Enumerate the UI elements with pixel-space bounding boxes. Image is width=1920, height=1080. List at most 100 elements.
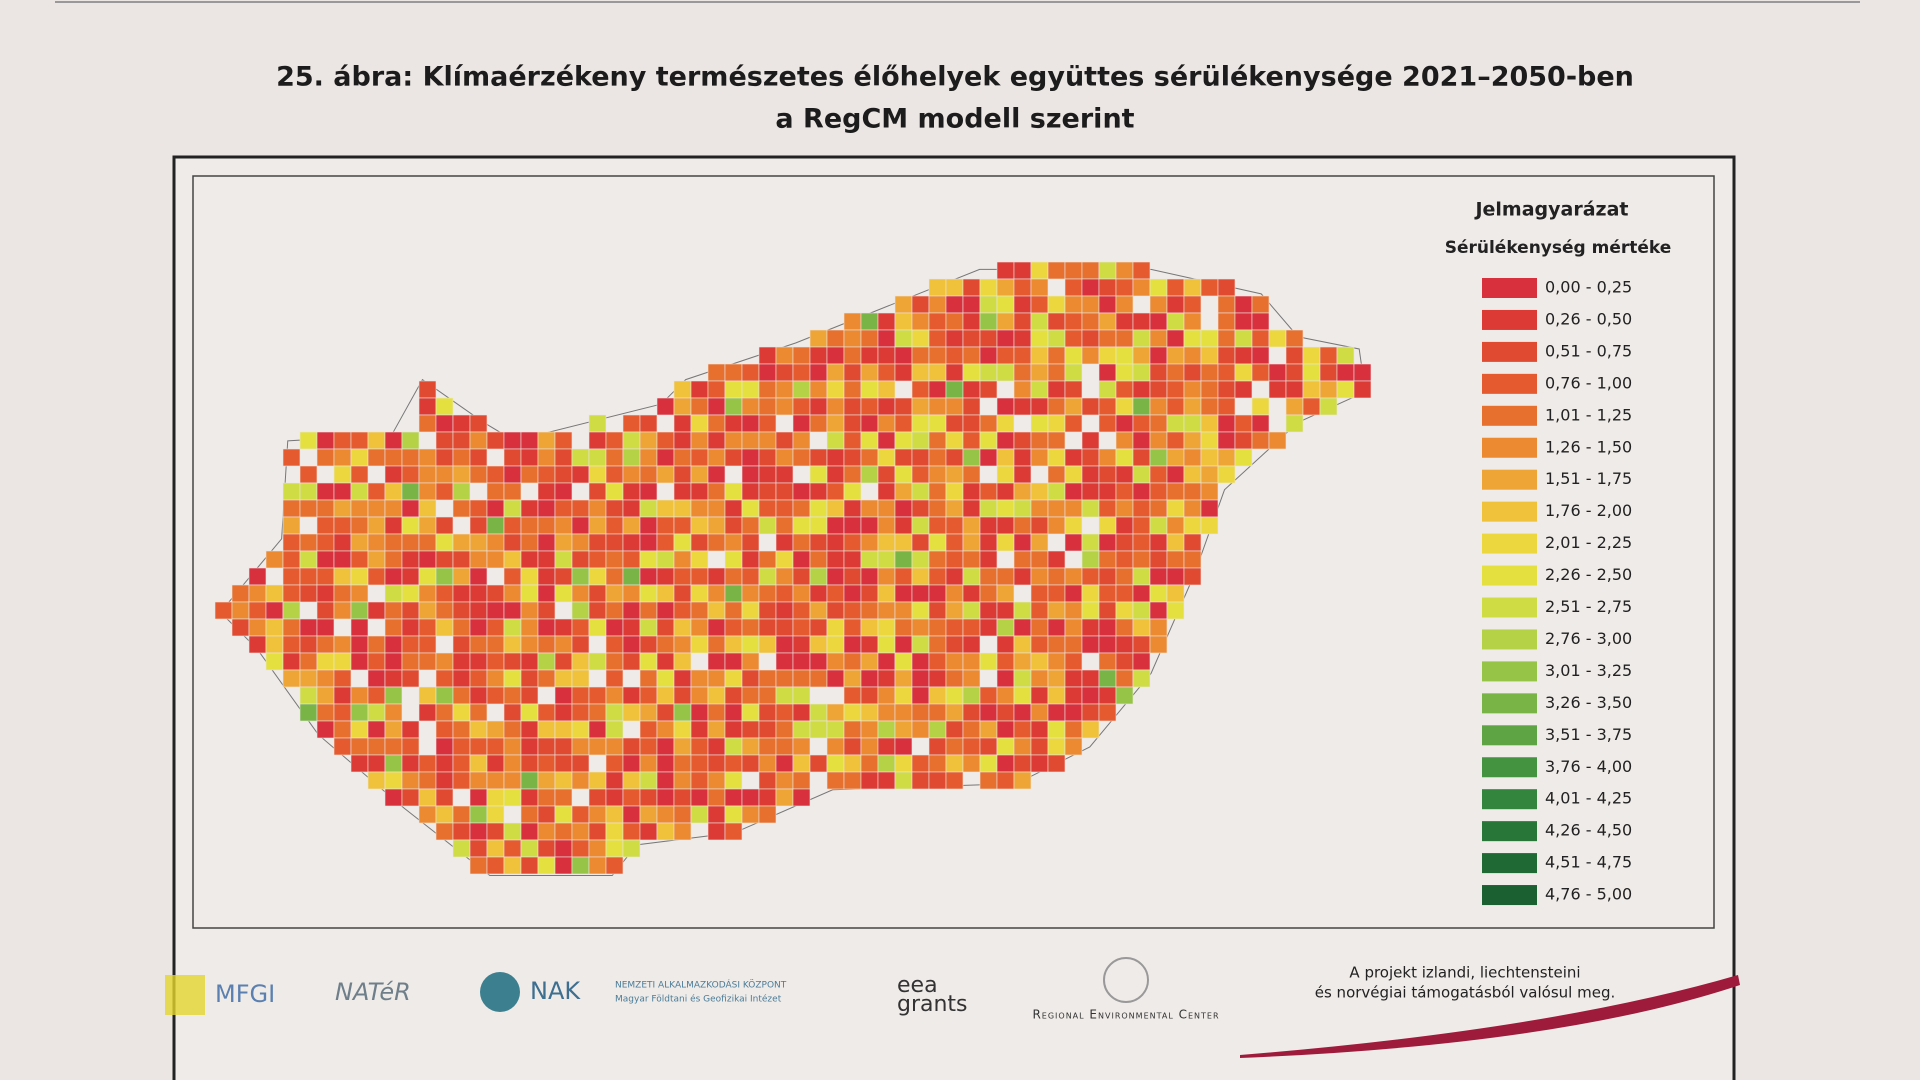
map-cell	[639, 720, 658, 739]
map-cell	[1098, 295, 1117, 314]
map-cell	[1030, 516, 1049, 535]
map-cell	[554, 516, 573, 535]
map-cell	[775, 516, 794, 535]
map-cell	[894, 482, 913, 501]
map-cell	[418, 482, 437, 501]
map-cell	[758, 703, 777, 722]
map-cell	[1115, 363, 1134, 382]
map-cell	[1132, 669, 1151, 688]
map-cell	[1115, 295, 1134, 314]
logo-nater: NATéR	[335, 978, 411, 1006]
map-cell	[367, 482, 386, 501]
map-cell	[469, 788, 488, 807]
map-cell	[1030, 652, 1049, 671]
map-cell	[605, 720, 624, 739]
map-cell	[1268, 363, 1287, 382]
map-cell	[979, 414, 998, 433]
map-cell	[741, 720, 760, 739]
map-cell	[452, 703, 471, 722]
map-cell	[639, 669, 658, 688]
map-cell	[384, 669, 403, 688]
map-cell	[333, 431, 352, 450]
map-cell	[775, 652, 794, 671]
map-cell	[520, 822, 539, 841]
map-cell	[333, 703, 352, 722]
map-cell	[401, 601, 420, 620]
map-cell	[656, 771, 675, 790]
map-cell	[1081, 635, 1100, 654]
map-cell	[928, 618, 947, 637]
map-cell	[299, 499, 318, 518]
map-cell	[690, 567, 709, 586]
map-cell	[1081, 278, 1100, 297]
map-cell	[605, 703, 624, 722]
map-cell	[707, 567, 726, 586]
map-cell	[809, 584, 828, 603]
map-cell	[877, 601, 896, 620]
map-cell	[1030, 499, 1049, 518]
map-cell	[758, 584, 777, 603]
map-cell	[588, 533, 607, 552]
map-cell	[741, 380, 760, 399]
map-cell	[503, 839, 522, 858]
map-cell	[741, 584, 760, 603]
map-cell	[1081, 550, 1100, 569]
map-cell	[503, 584, 522, 603]
map-cell	[1200, 499, 1219, 518]
map-cell	[622, 737, 641, 756]
map-cell	[1200, 482, 1219, 501]
map-cell	[1030, 363, 1049, 382]
map-cell	[656, 397, 675, 416]
map-cell	[350, 584, 369, 603]
map-cell	[1013, 295, 1032, 314]
map-cell	[945, 346, 964, 365]
map-cell	[1183, 363, 1202, 382]
map-cell	[860, 686, 879, 705]
map-cell	[316, 686, 335, 705]
map-cell	[877, 448, 896, 467]
map-cell	[860, 312, 879, 331]
map-cell	[707, 669, 726, 688]
map-cell	[1302, 363, 1321, 382]
map-cell	[1132, 363, 1151, 382]
map-cell	[469, 839, 488, 858]
map-cell	[1081, 686, 1100, 705]
map-cell	[605, 516, 624, 535]
map-cell	[418, 686, 437, 705]
map-cell	[605, 822, 624, 841]
map-cell	[520, 737, 539, 756]
map-cell	[656, 720, 675, 739]
map-cell	[350, 431, 369, 450]
map-cell	[724, 669, 743, 688]
map-cell	[1132, 414, 1151, 433]
map-cell	[622, 550, 641, 569]
map-cell	[1030, 754, 1049, 773]
map-cell	[384, 465, 403, 484]
map-cell	[1064, 346, 1083, 365]
map-cell	[1132, 601, 1151, 620]
map-cell	[656, 669, 675, 688]
map-cell	[571, 635, 590, 654]
map-cell	[384, 448, 403, 467]
map-cell	[333, 635, 352, 654]
map-cell	[1115, 499, 1134, 518]
map-cell	[1013, 686, 1032, 705]
mfgi-icon	[165, 975, 205, 1015]
map-cell	[894, 601, 913, 620]
map-cell	[537, 482, 556, 501]
map-cell	[877, 771, 896, 790]
map-cell	[520, 465, 539, 484]
map-cell	[843, 771, 862, 790]
map-cell	[707, 363, 726, 382]
map-cell	[1081, 431, 1100, 450]
map-cell	[520, 839, 539, 858]
map-cell	[673, 635, 692, 654]
map-cell	[707, 737, 726, 756]
map-cell	[775, 363, 794, 382]
map-cell	[537, 788, 556, 807]
map-cell	[1030, 720, 1049, 739]
map-cell	[690, 669, 709, 688]
map-cell	[605, 618, 624, 637]
map-cell	[469, 805, 488, 824]
